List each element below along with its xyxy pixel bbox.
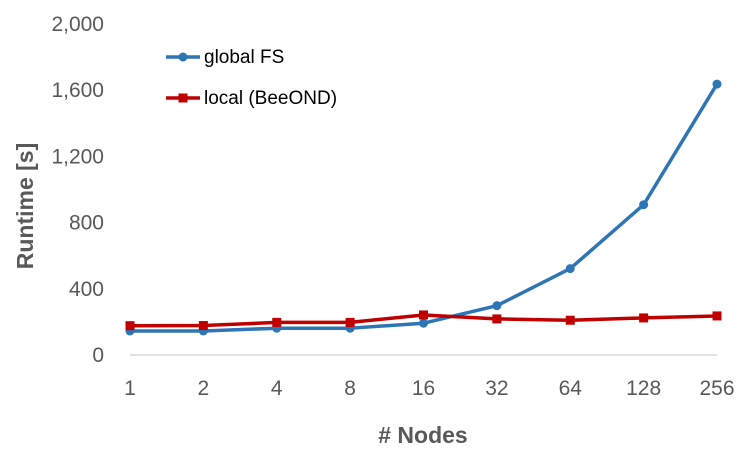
series-local-beeond <box>125 310 722 331</box>
x-tick-label: 4 <box>271 377 283 400</box>
x-axis-title: # Nodes <box>378 422 467 448</box>
y-tick-label: 400 <box>69 278 104 301</box>
data-point-local-beeond <box>712 311 722 321</box>
data-point-local-beeond <box>198 321 208 331</box>
x-tick-label: 256 <box>699 377 734 400</box>
x-tick-labels: 1 2 4 8 16 32 64 128 256 <box>124 377 734 400</box>
y-tick-labels: 0 400 800 1,200 1,600 2,000 <box>51 13 104 367</box>
series-global-fs <box>125 79 722 336</box>
y-tick-label: 800 <box>69 212 104 235</box>
legend-label-global-fs: global FS <box>204 47 284 68</box>
data-point-local-beeond <box>345 317 355 327</box>
y-tick-label: 2,000 <box>51 13 104 36</box>
data-point-local-beeond <box>125 321 135 331</box>
data-point-global-fs <box>639 200 649 210</box>
data-point-global-fs <box>419 318 428 328</box>
data-point-global-fs <box>712 79 722 89</box>
y-axis-title: Runtime [s] <box>12 143 38 270</box>
x-tick-label: 2 <box>198 377 210 400</box>
legend-marker-global-fs <box>178 52 188 62</box>
series-line-global-fs <box>130 83 719 333</box>
data-point-local-beeond <box>492 314 502 324</box>
x-tick-label: 8 <box>344 377 356 400</box>
x-tick-label: 1 <box>124 377 136 400</box>
legend-item-local-beeond: local (BeeOND) <box>166 88 337 109</box>
data-point-local-beeond <box>639 313 649 323</box>
x-tick-label: 128 <box>626 377 661 400</box>
series-layer <box>125 79 722 336</box>
legend-item-global-fs: global FS <box>166 47 284 68</box>
data-point-local-beeond <box>565 315 575 325</box>
y-tick-label: 1,200 <box>51 145 104 168</box>
x-tick-label: 16 <box>412 377 435 400</box>
data-point-global-fs <box>492 301 502 311</box>
legend-marker-local-beeond <box>178 93 188 103</box>
y-tick-label: 1,600 <box>51 79 104 102</box>
x-tick-label: 64 <box>559 377 583 400</box>
y-tick-label: 0 <box>92 344 104 367</box>
data-point-local-beeond <box>419 310 428 320</box>
data-point-global-fs <box>565 264 575 274</box>
data-point-local-beeond <box>272 317 282 327</box>
legend-label-local-beeond: local (BeeOND) <box>204 88 337 109</box>
x-tick-label: 32 <box>485 377 508 400</box>
legend: global FS local (BeeOND) <box>166 47 337 109</box>
